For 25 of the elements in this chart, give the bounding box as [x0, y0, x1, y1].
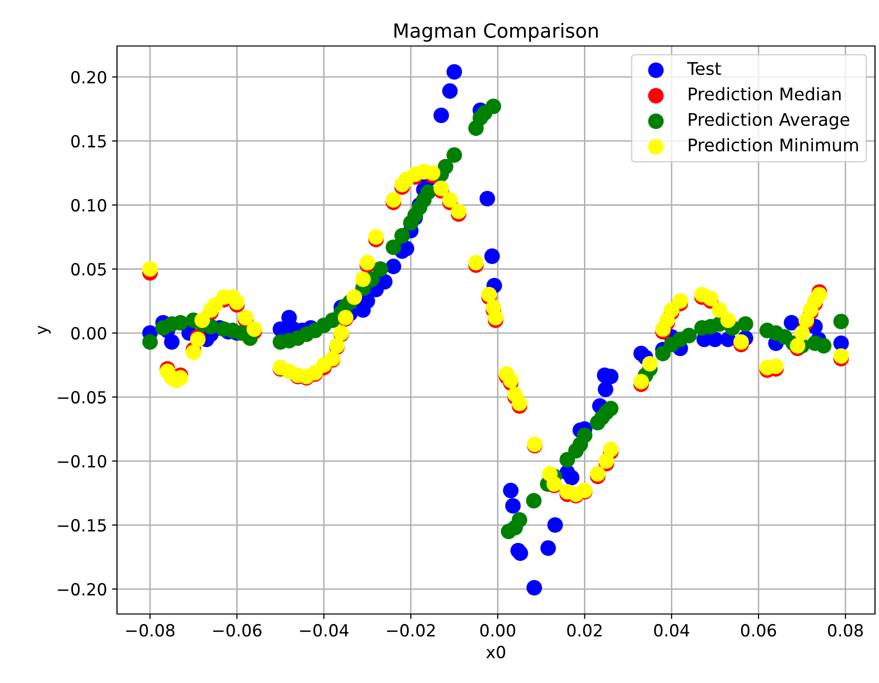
legend-label: Prediction Average [688, 112, 850, 130]
legend-label: Prediction Minimum [688, 138, 858, 152]
y-tick-label: −0.20 [58, 583, 106, 596]
legend-label: Test [687, 62, 721, 76]
x-tick-label: 0.02 [567, 624, 602, 637]
y-tick-label: 0.05 [71, 262, 106, 276]
x-tick-label: 0.08 [828, 624, 863, 637]
x-tick-label: 0.00 [480, 624, 516, 637]
x-tick-label: −0.06 [213, 624, 262, 637]
y-axis-title: y [38, 326, 51, 334]
y-tick-label: 0.00 [71, 326, 106, 340]
x-tick-label: −0.04 [300, 624, 348, 637]
y-tick-label: −0.05 [58, 390, 106, 404]
x-tick-label: 0.06 [741, 624, 776, 637]
x-tick-label: −0.08 [126, 624, 174, 637]
x-tick-label: −0.02 [387, 624, 435, 637]
y-tick-label: 0.15 [71, 134, 106, 148]
y-tick-label: 0.10 [71, 198, 106, 212]
legend-label: Prediction Median [688, 87, 841, 101]
x-axis-title: x0 [486, 646, 506, 658]
y-tick-label: 0.20 [71, 70, 106, 84]
chart-title: Magman Comparison [394, 22, 598, 42]
y-tick-label: −0.10 [58, 454, 106, 468]
x-tick-label: 0.04 [654, 624, 690, 637]
y-tick-label: −0.15 [58, 518, 106, 532]
